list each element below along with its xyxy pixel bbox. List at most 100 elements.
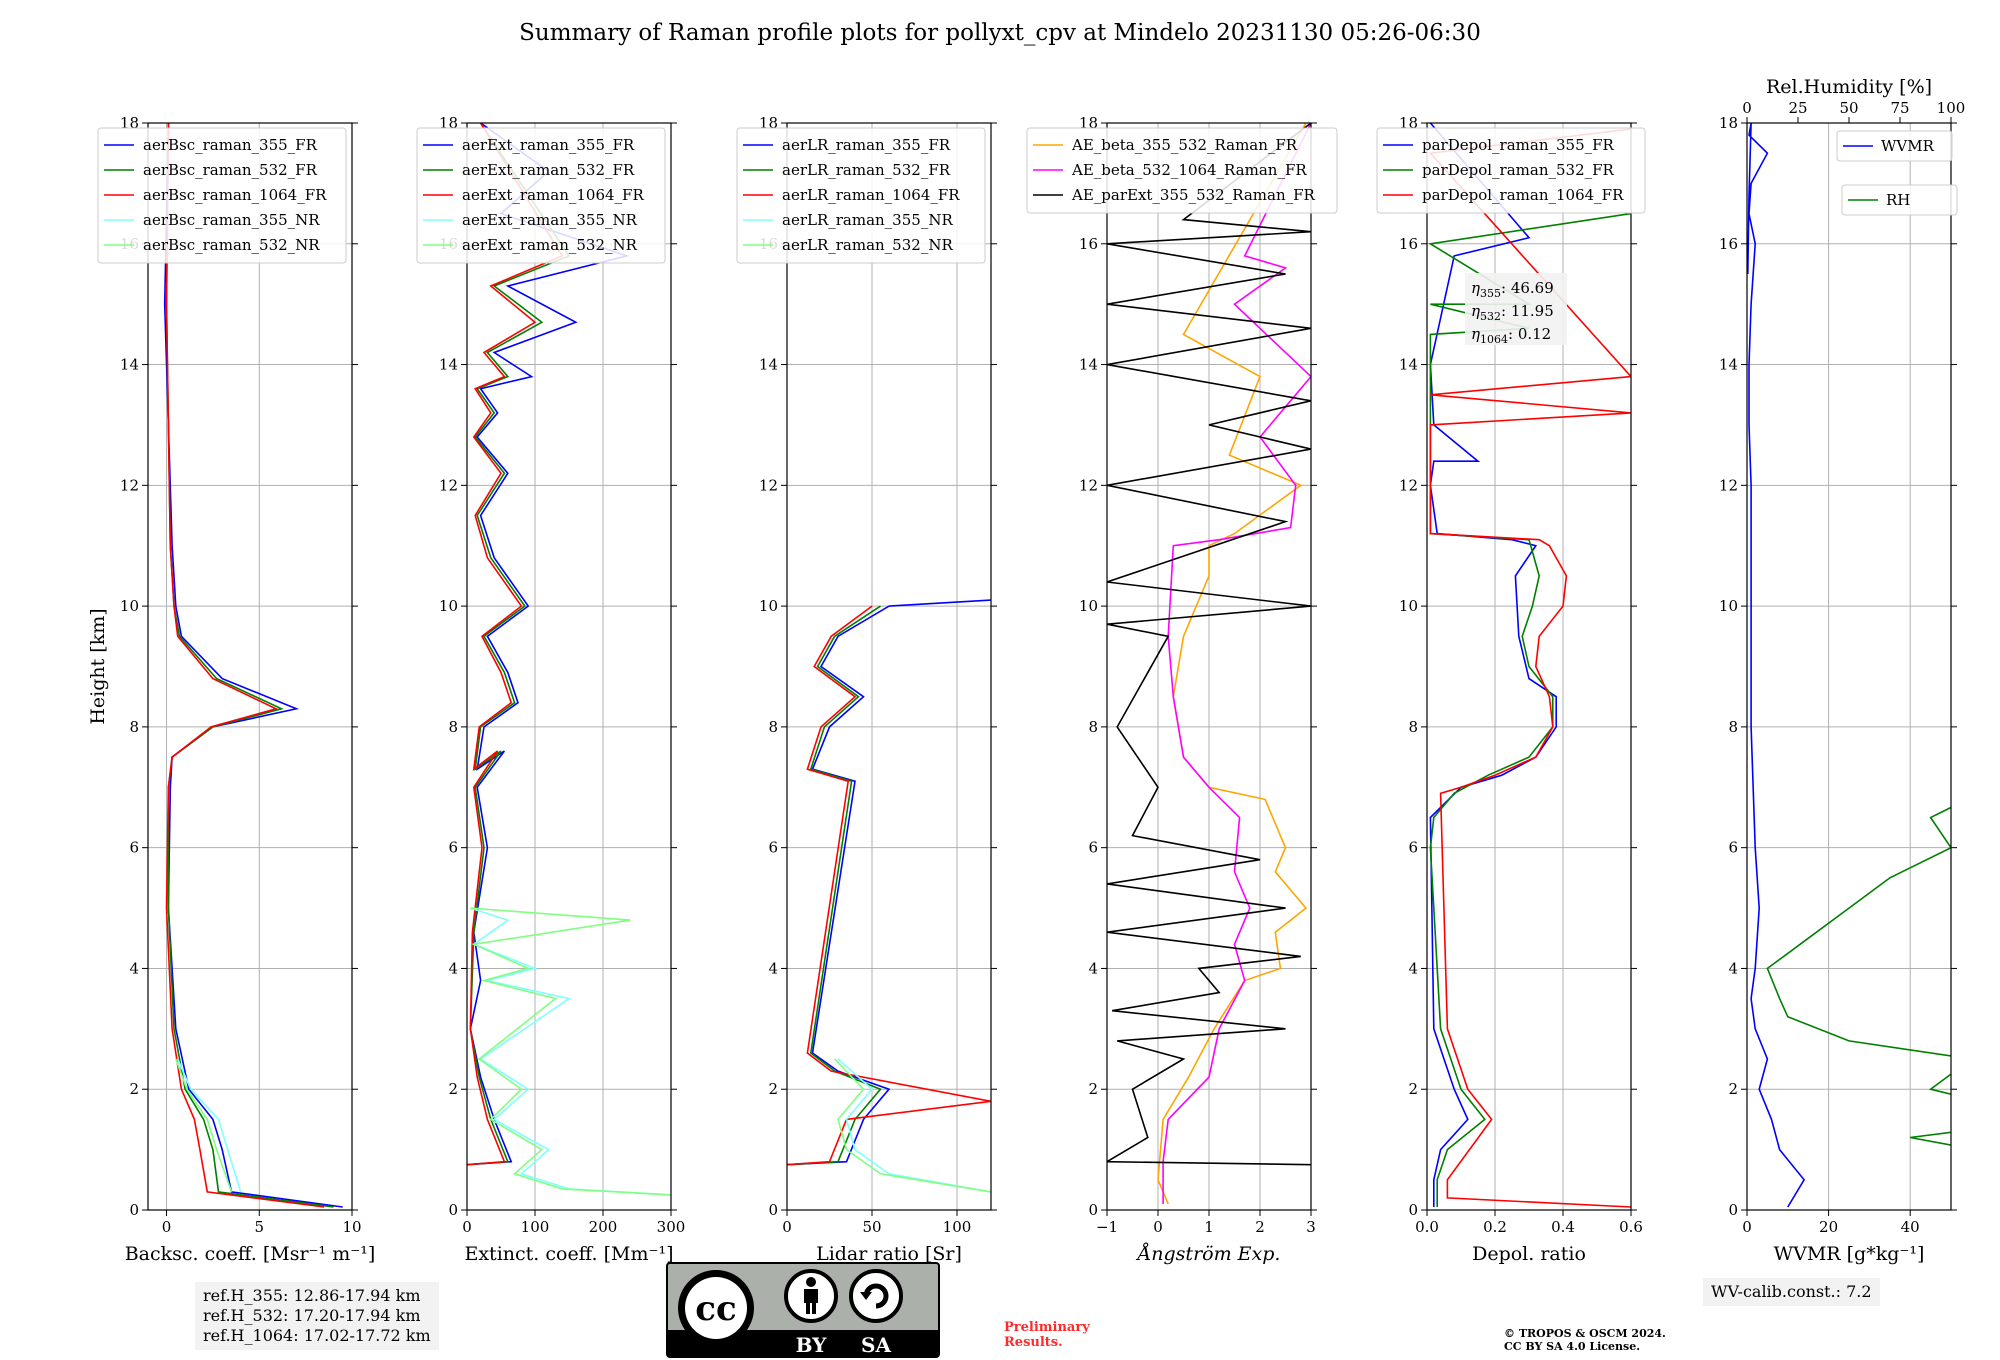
x-tick-label: 300: [657, 1218, 686, 1236]
ref-height-355: ref.H_355: 12.86-17.94 km: [203, 1286, 421, 1305]
x-tick-label: 1: [1204, 1218, 1214, 1236]
reference-heights-box: ref.H_355: 12.86-17.94 km ref.H_532: 17.…: [195, 1282, 439, 1350]
legend-label: aerBsc_raman_1064_FR: [143, 186, 327, 204]
legend-box: [1841, 184, 1958, 216]
y-tick-label: 4: [448, 959, 458, 977]
x-tick-label: 2: [1255, 1218, 1265, 1236]
cc-sa-text: SA: [861, 1333, 891, 1357]
y-tick-label: 6: [768, 839, 778, 857]
y-tick-label: 0: [1728, 1201, 1738, 1219]
x-tick-label: −1: [1096, 1218, 1118, 1236]
y-tick-label: 8: [768, 718, 778, 736]
legend-label: aerBsc_raman_355_NR: [143, 211, 320, 229]
y-tick-label: 12: [1399, 476, 1418, 494]
secondary-x-tick-label: 50: [1839, 99, 1858, 117]
y-tick-label: 14: [759, 356, 778, 374]
x-tick-label: 10: [342, 1218, 361, 1236]
legend-box: [736, 127, 986, 264]
series-line-aerBsc_raman_355_FR: [163, 123, 343, 1208]
series-line-aerLR_raman_532_FR: [787, 605, 882, 1166]
legend-label: aerExt_raman_355_FR: [462, 136, 635, 154]
y-tick-label: 6: [129, 839, 139, 857]
series-line-aerBsc_raman_355_NR: [176, 1058, 242, 1193]
series-line-aerLR_raman_355_FR: [787, 599, 991, 1166]
panel-2: 0246810121416180100200300Extinct. coeff.…: [416, 114, 686, 1265]
series-line-aerBsc_raman_532_NR: [175, 1058, 233, 1193]
y-tick-label: 0: [1088, 1201, 1098, 1219]
legend-box: [1376, 127, 1646, 214]
axes-frame: [786, 122, 992, 1211]
y-tick-label: 14: [1719, 356, 1738, 374]
series-line-aerBsc_raman_1064_FR: [165, 123, 325, 1208]
series-line-aerExt_raman_532_NR: [470, 907, 671, 1196]
legend-label: AE_beta_532_1064_Raman_FR: [1071, 161, 1307, 179]
y-tick-label: 12: [759, 476, 778, 494]
eta-annotation: η532: 11.95: [1471, 302, 1554, 323]
secondary-x-tick-label: 25: [1788, 99, 1807, 117]
x-tick-label: 0.4: [1551, 1218, 1575, 1236]
y-tick-label: 0: [768, 1201, 778, 1219]
y-tick-label: 16: [1079, 235, 1098, 253]
y-tick-label: 10: [120, 597, 139, 615]
x-tick-label: 0: [1742, 1218, 1752, 1236]
y-tick-label: 10: [1399, 597, 1418, 615]
x-tick-label: 0: [462, 1218, 472, 1236]
secondary-x-tick-label: 0: [1742, 99, 1752, 117]
x-tick-label: 100: [943, 1218, 972, 1236]
copyright-note: © TROPOS & OSCM 2024. CC BY SA 4.0 Licen…: [1504, 1327, 1666, 1353]
y-tick-label: 8: [1408, 718, 1418, 736]
legend-label: aerExt_raman_355_NR: [462, 211, 638, 229]
legend-box: [1836, 130, 1953, 162]
axes-frame: [1746, 122, 1952, 1211]
legend-label: aerLR_raman_355_NR: [782, 211, 953, 229]
axes-frame: [147, 122, 353, 1211]
y-tick-label: 2: [129, 1080, 139, 1098]
x-tick-label: 0.6: [1619, 1218, 1643, 1236]
y-tick-label: 8: [448, 718, 458, 736]
y-tick-label: 12: [1079, 476, 1098, 494]
legend-label: AE_beta_355_532_Raman_FR: [1071, 136, 1298, 154]
y-tick-label: 4: [1408, 959, 1418, 977]
secondary-x-axis-label: Rel.Humidity [%]: [1766, 76, 1932, 98]
series-line-AE_beta_532_1064_Raman_FR: [1162, 123, 1311, 1204]
eta-annotation: η1064: 0.12: [1471, 325, 1551, 346]
y-tick-label: 8: [1728, 718, 1738, 736]
x-axis-label: Ångström Exp.: [1136, 1243, 1281, 1265]
legend-box: [1026, 127, 1338, 214]
figure-title: Summary of Raman profile plots for polly…: [519, 20, 1481, 46]
panel-1: 0246810121416180510Backsc. coeff. [Msr⁻¹…: [97, 114, 375, 1265]
x-tick-label: 40: [1901, 1218, 1920, 1236]
x-tick-label: 0.2: [1483, 1218, 1507, 1236]
x-tick-label: 100: [521, 1218, 550, 1236]
series-line-parDepol_raman_532_FR: [1428, 212, 1631, 1207]
secondary-x-tick-label: 75: [1890, 99, 1909, 117]
axes-frame: [1426, 122, 1632, 1211]
y-tick-label: 16: [1719, 235, 1738, 253]
y-tick-label: 8: [1088, 718, 1098, 736]
x-axis-label: WVMR [g*kg⁻¹]: [1774, 1243, 1925, 1265]
y-tick-label: 2: [1088, 1080, 1098, 1098]
x-tick-label: 50: [862, 1218, 881, 1236]
series-line-aerLR_raman_355_NR: [837, 1058, 991, 1193]
x-axis-label: Extinct. coeff. [Mm⁻¹]: [464, 1243, 673, 1265]
legend-label: WVMR: [1881, 137, 1935, 155]
legend-label: AE_parExt_355_532_Raman_FR: [1071, 186, 1316, 204]
legend-label: aerLR_raman_532_NR: [782, 236, 953, 254]
axes-frame: [466, 122, 672, 1211]
series-line-WVMR: [1747, 123, 1806, 1208]
x-tick-label: 0: [782, 1218, 792, 1236]
ref-height-1064: ref.H_1064: 17.02-17.72 km: [203, 1326, 431, 1345]
y-tick-label: 18: [1719, 114, 1738, 132]
y-tick-label: 14: [1079, 356, 1098, 374]
y-tick-label: 6: [1728, 839, 1738, 857]
wv-calibration-box: WV-calib.const.: 7.2: [1703, 1278, 1880, 1306]
x-tick-label: 3: [1306, 1218, 1316, 1236]
x-tick-label: 0.0: [1415, 1218, 1439, 1236]
legend-box: [416, 127, 666, 264]
panel-3: 024681012141618050100Lidar ratio [Sr]aer…: [736, 114, 997, 1265]
legend-label: aerLR_raman_532_FR: [782, 161, 951, 179]
preliminary-results-note: Preliminary Results.: [1004, 1320, 1090, 1350]
y-tick-label: 10: [1079, 597, 1098, 615]
x-tick-label: 0: [162, 1218, 172, 1236]
